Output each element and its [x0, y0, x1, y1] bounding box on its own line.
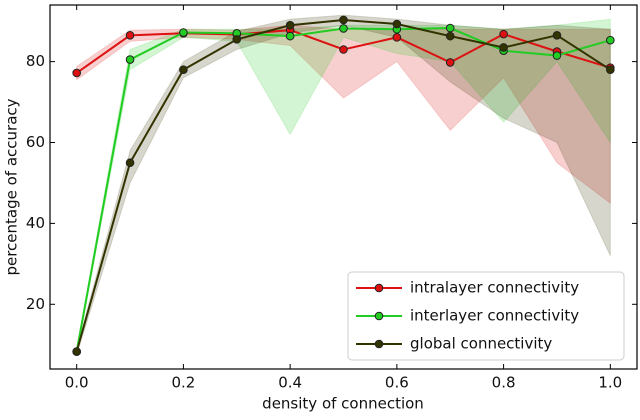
- data-point: [339, 45, 348, 54]
- y-tick-label: 80: [26, 52, 45, 70]
- data-point: [72, 347, 81, 356]
- data-point: [606, 65, 615, 75]
- data-point: [179, 65, 188, 75]
- data-point: [125, 31, 135, 40]
- y-tick-label: 20: [26, 295, 45, 313]
- data-point: [445, 23, 455, 33]
- x-tick-label: 1.0: [598, 374, 622, 392]
- x-tick-label: 0.6: [385, 374, 409, 392]
- legend-label: interlayer connectivity: [410, 307, 579, 325]
- data-point: [125, 158, 135, 168]
- data-point: [499, 29, 508, 39]
- y-tick-label: 60: [26, 133, 45, 151]
- data-point: [72, 68, 81, 78]
- data-point: [445, 58, 455, 67]
- data-point: [552, 31, 562, 40]
- legend-marker: [374, 339, 384, 349]
- data-point: [339, 24, 348, 33]
- data-point: [232, 35, 242, 44]
- data-point: [285, 31, 295, 41]
- legend-box: [347, 271, 625, 361]
- y-axis-label: percentage of accuracy: [3, 98, 21, 275]
- legend-label: global connectivity: [410, 335, 552, 353]
- x-tick-label: 0.4: [278, 374, 302, 392]
- error-band: [76, 14, 611, 355]
- x-tick-label: 0.8: [492, 374, 516, 392]
- data-point: [285, 20, 295, 30]
- data-point: [499, 43, 508, 52]
- x-axis-label: density of connection: [262, 395, 424, 413]
- data-point: [392, 33, 402, 42]
- data-point: [125, 55, 135, 64]
- legend-marker: [374, 311, 384, 321]
- y-tick-label: 40: [26, 214, 45, 232]
- data-point: [606, 35, 615, 45]
- data-point: [445, 31, 455, 41]
- legend-marker: [374, 283, 384, 293]
- x-tick-label: 0.2: [171, 374, 195, 392]
- plot-frame: [49, 4, 638, 370]
- data-point: [339, 15, 348, 25]
- data-point: [392, 19, 402, 29]
- legend-label: intralayer connectivity: [410, 279, 579, 297]
- data-point: [552, 51, 562, 60]
- x-tick-label: 0.0: [65, 374, 89, 392]
- error-band: [76, 24, 611, 205]
- data-point: [179, 28, 188, 37]
